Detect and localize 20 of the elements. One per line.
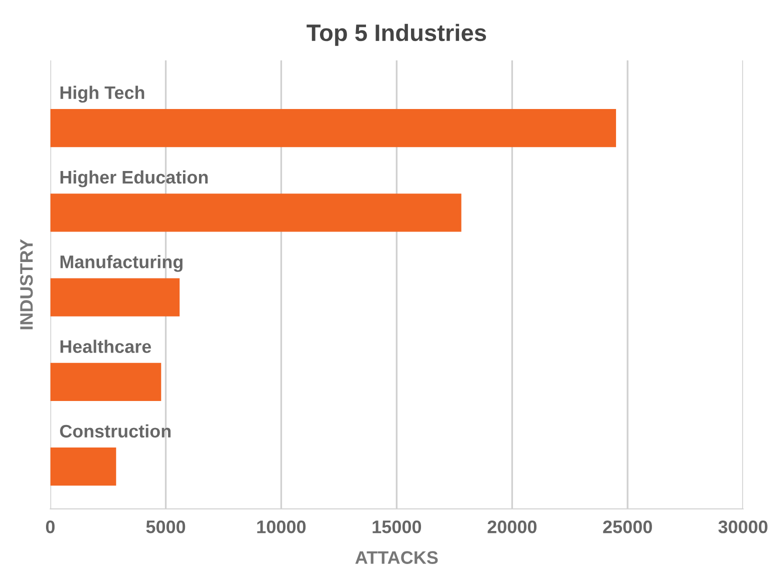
x-tick-label: 5000	[146, 520, 186, 534]
x-tick-label: 20000	[488, 520, 536, 534]
bar	[50, 362, 162, 401]
bar	[50, 448, 116, 486]
bar	[50, 109, 616, 148]
y-tick-label: Healthcare	[60, 340, 152, 353]
bar	[50, 194, 462, 232]
y-tick-label: Higher Education	[60, 170, 208, 188]
y-tick-label: Construction	[60, 424, 171, 438]
y-tick-label: Manufacturing	[60, 255, 182, 272]
x-tick-label: 15000	[372, 520, 422, 534]
y-axis-title: INDUSTRY	[20, 239, 33, 330]
bar	[50, 278, 180, 316]
y-tick-label: High Tech	[60, 86, 144, 103]
x-axis-title: ATTACKS	[355, 551, 438, 564]
x-tick-label: 0	[46, 520, 55, 534]
x-tick-label: 25000	[603, 520, 652, 534]
x-tick-label: 30000	[718, 520, 768, 534]
chart-title: Top 5 Industries	[306, 24, 486, 46]
x-tick-label: 10000	[257, 520, 306, 534]
